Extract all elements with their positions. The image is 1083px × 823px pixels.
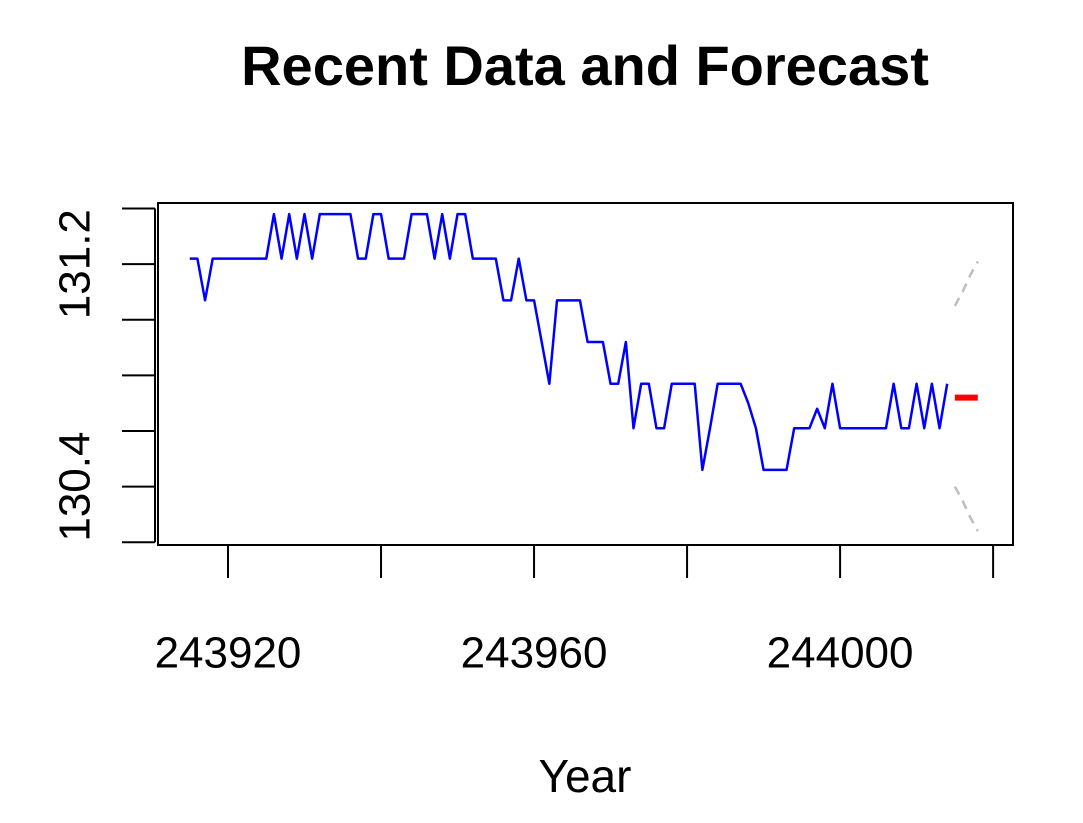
series-line [189, 212, 949, 472]
x-axis-label: Year [539, 750, 632, 802]
chart-title: Recent Data and Forecast [241, 34, 929, 97]
series-line [953, 260, 979, 307]
y-tick-label: 130.4 [51, 432, 100, 542]
y-tick-label: 131.2 [51, 209, 100, 319]
x-tick-label: 243960 [461, 629, 608, 678]
x-tick-label: 243920 [155, 629, 302, 678]
plot-frame [157, 202, 1014, 546]
x-tick-label: 244000 [767, 629, 914, 678]
series-line [953, 486, 979, 532]
